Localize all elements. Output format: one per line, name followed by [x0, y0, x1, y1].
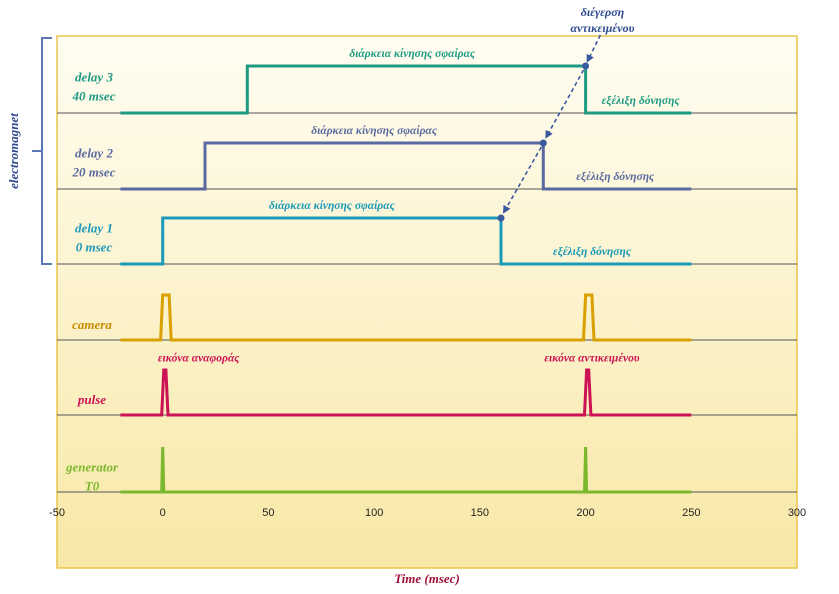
- x-axis-label: Time (msec): [394, 571, 460, 586]
- label-camera-0: camera: [72, 317, 112, 332]
- series-delay-1: [120, 216, 692, 266]
- series-pulse: [120, 368, 692, 417]
- group-label: electromagnet: [6, 113, 21, 189]
- annotation-pulse-0: εικόνα αναφοράς: [158, 351, 240, 364]
- series-group: [120, 64, 692, 494]
- x-tick-0: 0: [160, 507, 166, 519]
- x-tick-100: 100: [365, 507, 383, 519]
- plot-area: [56, 35, 798, 569]
- annotation-delay-3-0: διάρκεια κίνησης σφαίρας: [349, 47, 476, 60]
- electromagnet-bracket: electromagnet: [6, 37, 52, 265]
- arrow-dot-0: [582, 62, 590, 70]
- x-tick-m50: -50: [49, 507, 65, 519]
- label-generator-t0-1: T0: [85, 479, 100, 494]
- label-delay-3-0: delay 3: [75, 70, 113, 85]
- arrow-segment-top: [586, 34, 602, 63]
- arrow-dot-2: [497, 214, 505, 222]
- label-delay-1-0: delay 1: [75, 221, 113, 236]
- arrow-segment-1: [503, 146, 542, 214]
- annotation-delay-3-1: εξέλιξη δόνησης: [602, 94, 681, 107]
- annotations: διάρκεια κίνησης σφαίρας εξέλιξη δόνησης δ…: [158, 47, 681, 364]
- top-annotation-0: διέγερση: [581, 5, 625, 19]
- series-delay-2: [120, 141, 692, 191]
- arrow-segment-0: [545, 69, 585, 139]
- top-annotation-1: αντικειμένου: [570, 21, 634, 35]
- annotation-delay-2-0: διάρκεια κίνησης σφαίρας: [311, 124, 438, 137]
- annotation-delay-1-0: διάρκεια κίνησης σφαίρας: [269, 199, 396, 212]
- label-generator-t0-0: generator: [65, 460, 119, 475]
- x-tick-50: 50: [262, 507, 274, 519]
- label-pulse-0: pulse: [77, 392, 106, 407]
- label-delay-2-1: 20 msec: [72, 165, 116, 180]
- arrow-dot-1: [539, 139, 547, 147]
- label-delay-1-1: 0 msec: [76, 240, 113, 255]
- series-generator-t0: [120, 446, 692, 494]
- x-tick-250: 250: [682, 507, 700, 519]
- annotation-delay-1-1: εξέλιξη δόνησης: [553, 245, 632, 258]
- x-axis-ticks: -50 0 50 100 150 200 250 300: [49, 507, 806, 519]
- annotation-pulse-1: εικόνα αντικειμένου: [544, 351, 640, 364]
- x-tick-300: 300: [788, 507, 806, 519]
- lane-labels: delay 3 40 msec delay 2 20 msec delay 1 0 mse…: [65, 70, 119, 494]
- x-tick-200: 200: [576, 507, 594, 519]
- series-delay-3: [120, 64, 692, 115]
- series-camera: [120, 293, 692, 342]
- label-delay-3-1: 40 msec: [72, 89, 116, 104]
- x-tick-150: 150: [471, 507, 489, 519]
- bracket-line: [41, 37, 52, 265]
- annotation-delay-2-1: εξέλιξη δόνησης: [576, 170, 655, 183]
- trigger-arrow: διέγερση αντικειμένου: [497, 5, 635, 222]
- label-delay-2-0: delay 2: [75, 146, 113, 161]
